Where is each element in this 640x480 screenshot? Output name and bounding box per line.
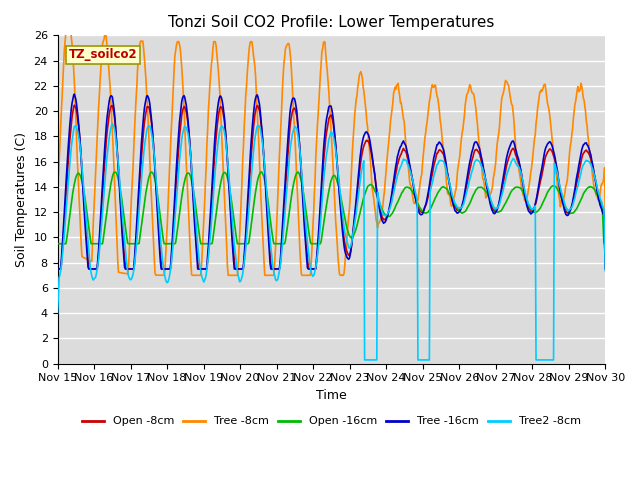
Text: TZ_soilco2: TZ_soilco2 [68, 48, 137, 61]
X-axis label: Time: Time [316, 389, 347, 402]
Legend: Open -8cm, Tree -8cm, Open -16cm, Tree -16cm, Tree2 -8cm: Open -8cm, Tree -8cm, Open -16cm, Tree -… [77, 412, 586, 431]
Title: Tonzi Soil CO2 Profile: Lower Temperatures: Tonzi Soil CO2 Profile: Lower Temperatur… [168, 15, 495, 30]
Y-axis label: Soil Temperatures (C): Soil Temperatures (C) [15, 132, 28, 267]
